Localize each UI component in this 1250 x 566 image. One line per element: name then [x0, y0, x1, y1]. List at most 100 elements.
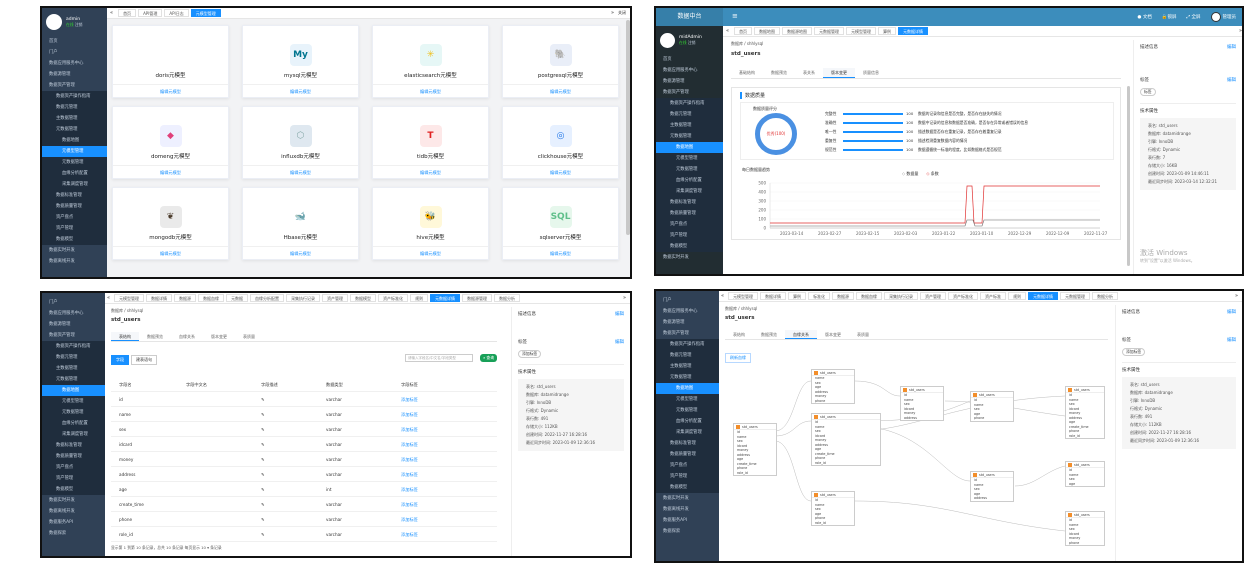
edit-icon[interactable]: ✎: [261, 487, 265, 492]
tab-next-icon[interactable]: »: [1234, 293, 1238, 299]
sidebar-item[interactable]: 数据地图: [656, 383, 719, 394]
tab-item[interactable]: 资产标准: [980, 292, 1007, 300]
sub-tab[interactable]: 基础结构: [739, 70, 755, 75]
sidebar-item[interactable]: 数据实时开发: [663, 496, 689, 501]
tab-item[interactable]: API日志: [164, 9, 189, 17]
sidebar-item[interactable]: 数据应用服务中心: [663, 68, 698, 73]
tab-item[interactable]: 元数据详情: [898, 27, 929, 35]
add-tag-link[interactable]: 添加标签: [401, 532, 418, 537]
tab-next-icon[interactable]: »: [622, 295, 626, 301]
edit-desc-link[interactable]: 编辑: [1227, 310, 1236, 315]
tab-item[interactable]: 采集执行记录: [286, 294, 321, 302]
sidebar-item[interactable]: 数据资产管理: [49, 333, 75, 338]
tab-item[interactable]: 资产管理: [322, 294, 349, 302]
sidebar-item[interactable]: 采集调度管理: [656, 186, 723, 197]
sidebar-item[interactable]: 数据资产操作指南: [656, 339, 719, 350]
edit-model-link[interactable]: 编辑元模型: [503, 246, 618, 259]
lineage-node[interactable]: std_users id name sex age address: [970, 471, 1014, 502]
edit-icon[interactable]: ✎: [261, 442, 265, 447]
sidebar-item[interactable]: 门户: [49, 50, 58, 55]
pager[interactable]: 显示第 1 到第 10 条记录，总共 10 条记录 每页显示 10 ▾ 条记录: [111, 545, 222, 550]
sidebar-item[interactable]: 数据资产管理: [49, 83, 75, 88]
lineage-graph[interactable]: std_users id name sex idcard money address age c…: [725, 361, 1108, 561]
tab-item[interactable]: 元数据管理: [1060, 292, 1091, 300]
sidebar-item[interactable]: 数据应用服务中心: [663, 309, 698, 314]
model-card[interactable]: ◆ domeng元模型 编辑元模型: [112, 106, 229, 179]
tab-item[interactable]: 数据血缘: [856, 292, 883, 300]
tab-next-icon[interactable]: »: [1238, 28, 1242, 34]
sub-tab[interactable]: 表关系: [803, 70, 815, 75]
edit-icon[interactable]: ✎: [261, 502, 265, 507]
sidebar-item[interactable]: 采集调度管理: [42, 179, 107, 190]
tab-item[interactable]: 规则: [1008, 292, 1027, 300]
sidebar-item[interactable]: 数据模型: [42, 484, 105, 495]
add-tag-button[interactable]: 添加标签: [518, 350, 542, 358]
tab-item[interactable]: 数据源地图: [782, 27, 813, 35]
tab-item[interactable]: 数据详情: [760, 292, 787, 300]
lineage-node[interactable]: std_users id name sex age: [1065, 461, 1105, 487]
sidebar-item[interactable]: 数据元管理: [656, 350, 719, 361]
sidebar-item[interactable]: 资产盘点: [42, 462, 105, 473]
sidebar-item[interactable]: 数据质量管理: [656, 208, 723, 219]
sub-tab[interactable]: 数据预览: [771, 70, 787, 75]
sidebar-item[interactable]: 血缘分析配置: [42, 168, 107, 179]
sidebar-item[interactable]: 元模型管理: [656, 153, 723, 164]
sidebar-item[interactable]: 数据元管理: [42, 102, 107, 113]
lineage-node[interactable]: std_users id name sex idcard money phone: [1065, 511, 1105, 546]
tab-item[interactable]: 规则: [410, 294, 429, 302]
fields-button[interactable]: 字段: [111, 355, 129, 365]
tab-item[interactable]: 元数据详情: [1028, 292, 1059, 300]
add-tag-link[interactable]: 添加标签: [401, 427, 418, 432]
sidebar-item[interactable]: 数据质量管理: [656, 449, 719, 460]
tab-prev-icon[interactable]: «: [721, 293, 725, 299]
sidebar-item[interactable]: 数据源管理: [663, 320, 685, 325]
tab-item[interactable]: API管理: [138, 9, 163, 17]
sub-tab[interactable]: 血缘关系: [785, 330, 817, 339]
add-tag-button[interactable]: 添加标签: [1122, 348, 1146, 356]
lineage-node[interactable]: std_users id name sex idcard money address age c…: [811, 413, 881, 466]
add-tag-link[interactable]: 添加标签: [401, 442, 418, 447]
sidebar-item[interactable]: 资产管理: [656, 471, 719, 482]
lineage-node[interactable]: std_users id name sex idcard money address age c…: [1065, 386, 1105, 439]
lock-link[interactable]: 🔒锁屏: [1161, 15, 1177, 20]
model-card[interactable]: 🐝 hive元模型 编辑元模型: [372, 187, 489, 260]
sidebar-item[interactable]: 血缘分析配置: [42, 418, 105, 429]
tab-item[interactable]: 采集执行记录: [884, 292, 919, 300]
edit-model-link[interactable]: 编辑元模型: [503, 84, 618, 97]
tab-item[interactable]: 首页: [734, 27, 753, 35]
doc-link[interactable]: ● 文档: [1137, 15, 1152, 20]
sidebar-item[interactable]: 数据标准管理: [42, 190, 107, 201]
sidebar-item[interactable]: 资产管理: [42, 223, 107, 234]
sidebar-item[interactable]: 血缘分析配置: [656, 416, 719, 427]
tab-item[interactable]: 数据分析: [494, 294, 521, 302]
sidebar-item[interactable]: 数据实时开发: [49, 498, 75, 503]
sidebar-item[interactable]: 数据元管理: [42, 352, 105, 363]
sub-tab[interactable]: 版本变更: [211, 334, 227, 339]
tab-item[interactable]: 算例: [788, 292, 807, 300]
scrollbar[interactable]: [1127, 86, 1130, 266]
sidebar-item[interactable]: 数据质量管理: [42, 451, 105, 462]
edit-model-link[interactable]: 编辑元模型: [373, 246, 488, 259]
add-tag-link[interactable]: 添加标签: [401, 472, 418, 477]
edit-desc-link[interactable]: 编辑: [615, 312, 624, 317]
sidebar-item[interactable]: 数据资产操作指南: [42, 341, 105, 352]
lineage-node[interactable]: std_users id name sex idcard money address: [900, 386, 944, 421]
tab-item[interactable]: 元模型管理: [728, 292, 759, 300]
sidebar-item[interactable]: 元数据管理: [656, 131, 723, 142]
sidebar-item[interactable]: 元数据管理: [42, 374, 105, 385]
lineage-node[interactable]: std_users id name sex age phone: [970, 391, 1014, 422]
edit-icon[interactable]: ✎: [261, 517, 265, 522]
sidebar-item[interactable]: 主数据管理: [656, 120, 723, 131]
edit-model-link[interactable]: 编辑元模型: [243, 84, 358, 97]
sidebar-item[interactable]: 数据实时开发: [663, 255, 689, 260]
sidebar-item[interactable]: 数据应用服务中心: [49, 311, 84, 316]
sidebar-item[interactable]: 元模型管理: [42, 396, 105, 407]
edit-icon[interactable]: ✎: [261, 532, 265, 537]
tab-item[interactable]: 数据源管理: [462, 294, 493, 302]
sidebar-item[interactable]: 数据质量管理: [42, 201, 107, 212]
sidebar-item[interactable]: 数据地图: [656, 142, 723, 153]
tab-item[interactable]: 标准化: [808, 292, 831, 300]
sidebar-item[interactable]: 数据资产管理: [663, 331, 689, 336]
sidebar-item[interactable]: 门户: [49, 300, 58, 305]
add-tag-link[interactable]: 添加标签: [401, 487, 418, 492]
